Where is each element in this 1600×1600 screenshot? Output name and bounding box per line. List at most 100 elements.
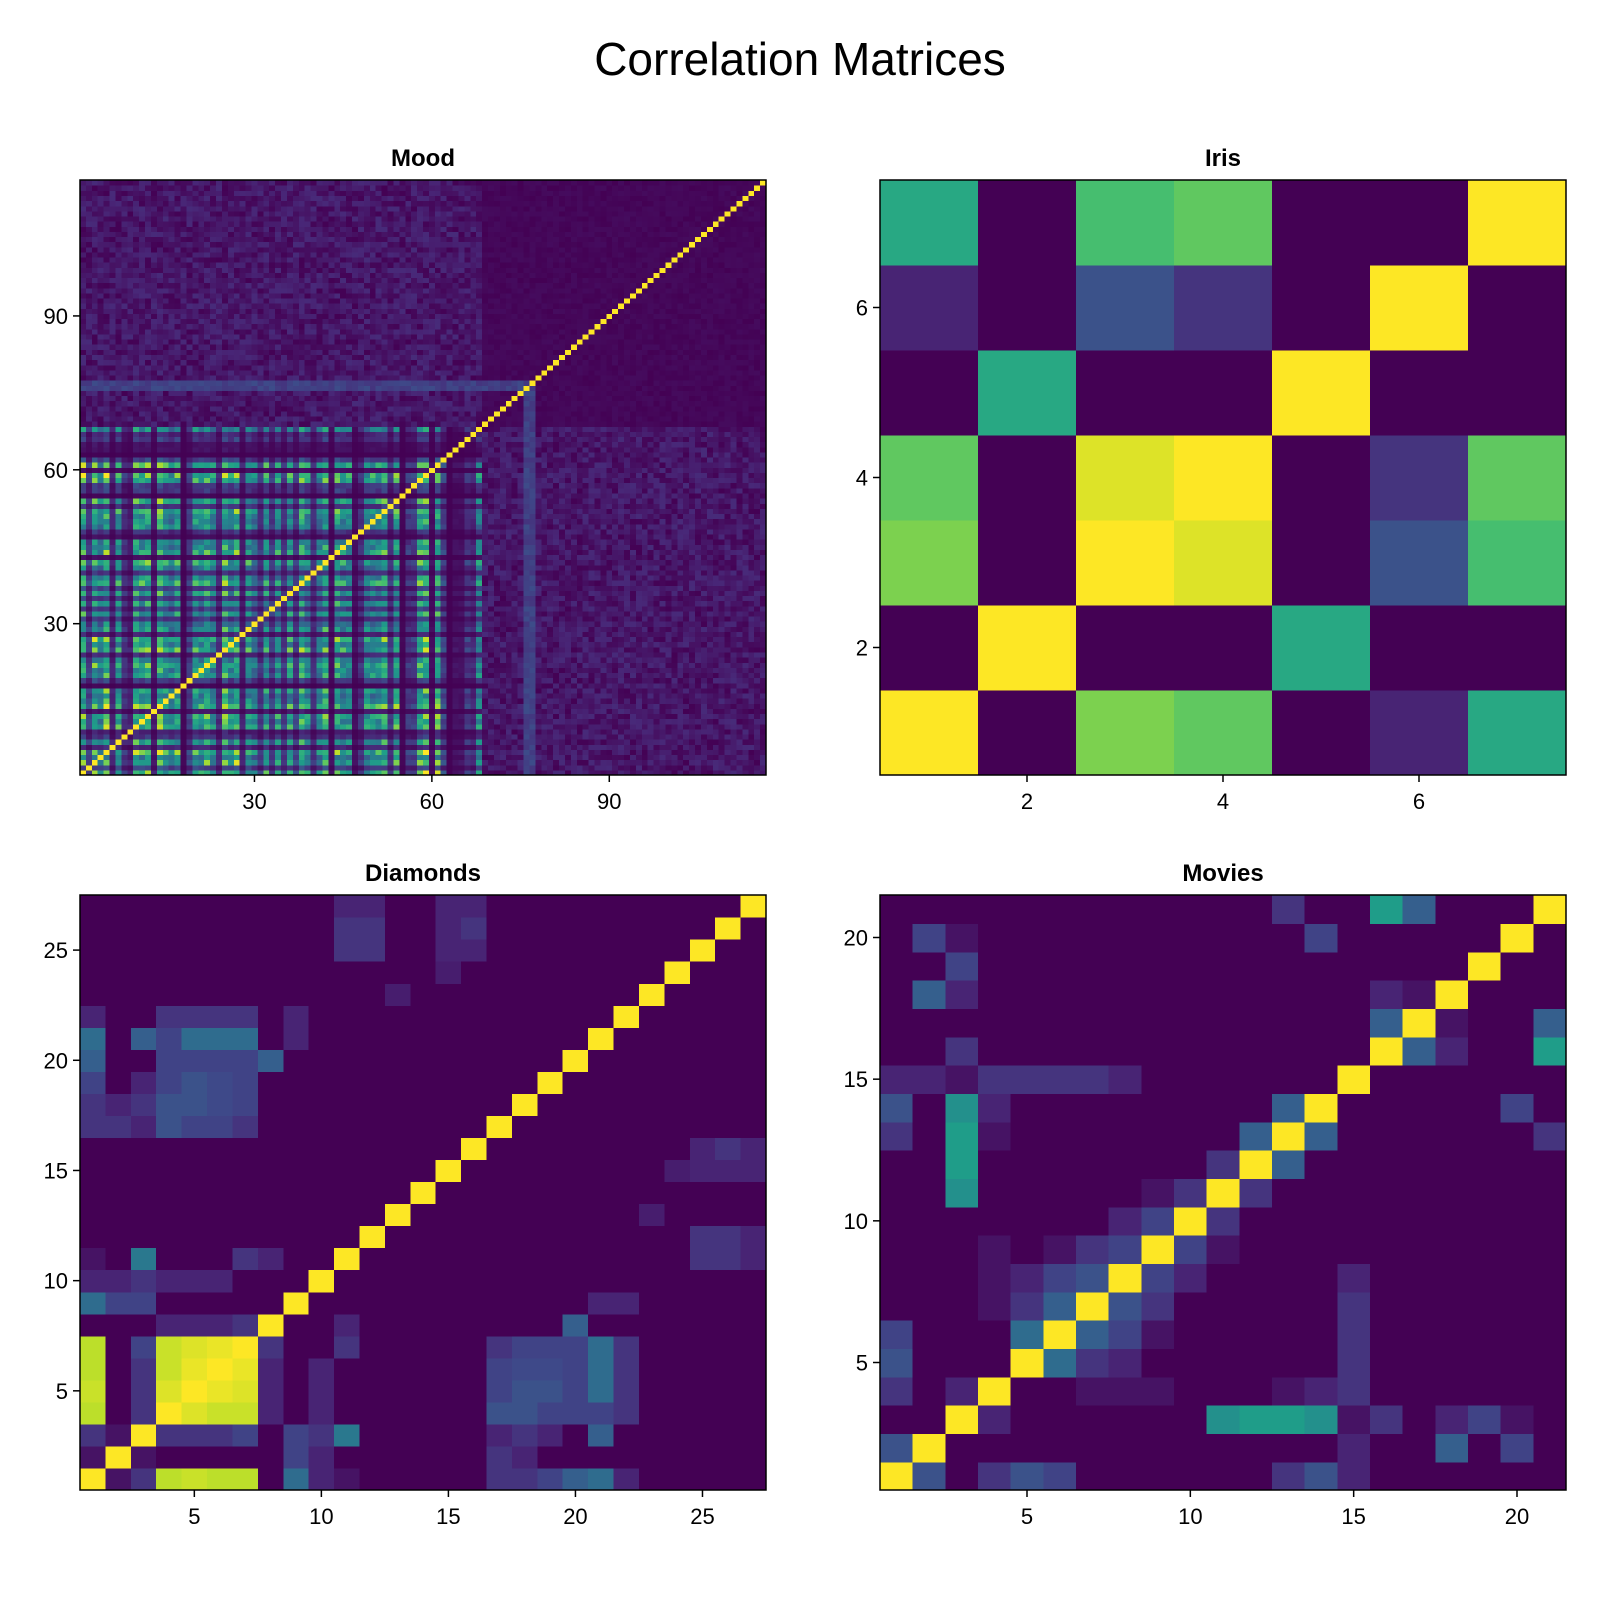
mood-cell xyxy=(192,637,199,643)
mood-cell xyxy=(725,585,732,591)
mood-cell xyxy=(92,657,99,663)
mood-cell xyxy=(228,580,235,586)
mood-cell xyxy=(275,575,282,581)
mood-cell xyxy=(612,595,619,601)
mood-cell xyxy=(151,621,158,627)
mood-cell xyxy=(553,749,560,755)
mood-cell xyxy=(606,637,613,643)
mood-cell xyxy=(506,703,513,709)
mood-cell xyxy=(589,565,596,571)
mood-cell xyxy=(600,616,607,622)
mood-cell xyxy=(618,652,625,658)
mood-cell xyxy=(115,734,122,740)
mood-cell xyxy=(754,739,761,745)
mood-cell xyxy=(595,713,602,719)
mood-cell xyxy=(210,652,217,658)
mood-cell xyxy=(411,601,418,607)
mood-cell xyxy=(624,642,631,648)
mood-cell xyxy=(630,688,637,694)
mood-cell xyxy=(707,575,714,581)
mood-cell xyxy=(317,678,324,684)
mood-cell xyxy=(547,580,554,586)
mood-cell xyxy=(630,601,637,607)
mood-cell xyxy=(216,719,223,725)
mood-cell xyxy=(618,662,625,668)
mood-cell xyxy=(405,749,412,755)
mood-cell xyxy=(713,606,720,612)
mood-cell xyxy=(754,698,761,704)
mood-cell xyxy=(328,616,335,622)
mood-cell xyxy=(340,570,347,576)
mood-cell xyxy=(488,631,495,637)
mood-cell xyxy=(595,724,602,730)
mood-cell xyxy=(654,611,661,617)
mood-cell xyxy=(565,647,572,653)
mood-cell xyxy=(612,754,619,760)
mood-cell xyxy=(565,713,572,719)
mood-cell xyxy=(429,719,436,725)
mood-cell xyxy=(393,760,400,766)
mood-cell xyxy=(494,703,501,709)
mood-cell xyxy=(447,565,454,571)
mood-cell xyxy=(145,662,152,668)
mood-cell xyxy=(139,739,146,745)
mood-cell xyxy=(577,754,584,760)
mood-cell xyxy=(80,616,87,622)
mood-cell xyxy=(334,626,341,632)
mood-cell xyxy=(198,713,205,719)
mood-cell xyxy=(636,765,643,771)
mood-cell xyxy=(701,662,708,668)
mood-cell xyxy=(263,631,270,637)
mood-cell xyxy=(175,616,182,622)
mood-cell xyxy=(695,760,702,766)
mood-cell xyxy=(695,703,702,709)
mood-cell xyxy=(577,570,584,576)
mood-cell xyxy=(707,734,714,740)
mood-cell xyxy=(748,554,755,560)
mood-cell xyxy=(115,642,122,648)
mood-cell xyxy=(630,631,637,637)
mood-cell xyxy=(334,734,341,740)
mood-cell xyxy=(553,560,560,566)
mood-cell xyxy=(571,724,578,730)
mood-cell xyxy=(695,729,702,735)
mood-cell xyxy=(311,719,318,725)
mood-cell xyxy=(246,554,253,560)
mood-cell xyxy=(222,652,229,658)
mood-cell xyxy=(269,621,276,627)
mood-cell xyxy=(86,765,93,771)
mood-cell xyxy=(263,667,270,673)
mood-cell xyxy=(565,693,572,699)
mood-cell xyxy=(216,626,223,632)
mood-cell xyxy=(435,575,442,581)
mood-cell xyxy=(654,560,661,566)
mood-cell xyxy=(192,621,199,627)
mood-cell xyxy=(512,749,519,755)
mood-cell xyxy=(630,719,637,725)
mood-cell xyxy=(293,611,300,617)
mood-cell xyxy=(145,744,152,750)
mood-cell xyxy=(98,729,105,735)
mood-cell xyxy=(648,652,655,658)
mood-cell xyxy=(494,575,501,581)
mood-cell xyxy=(725,744,732,750)
mood-cell xyxy=(559,693,566,699)
mood-cell xyxy=(352,744,359,750)
mood-cell xyxy=(222,724,229,730)
mood-cell xyxy=(275,621,282,627)
mood-cell xyxy=(334,749,341,755)
mood-cell xyxy=(600,601,607,607)
mood-cell xyxy=(405,713,412,719)
mood-cell xyxy=(252,667,259,673)
mood-cell xyxy=(287,585,294,591)
mood-cell xyxy=(524,678,531,684)
mood-cell xyxy=(322,626,329,632)
mood-cell xyxy=(500,637,507,643)
mood-cell xyxy=(388,749,395,755)
mood-cell xyxy=(719,626,726,632)
mood-cell xyxy=(488,724,495,730)
mood-cell xyxy=(725,626,732,632)
mood-cell xyxy=(618,565,625,571)
mood-cell xyxy=(246,585,253,591)
mood-cell xyxy=(110,621,117,627)
